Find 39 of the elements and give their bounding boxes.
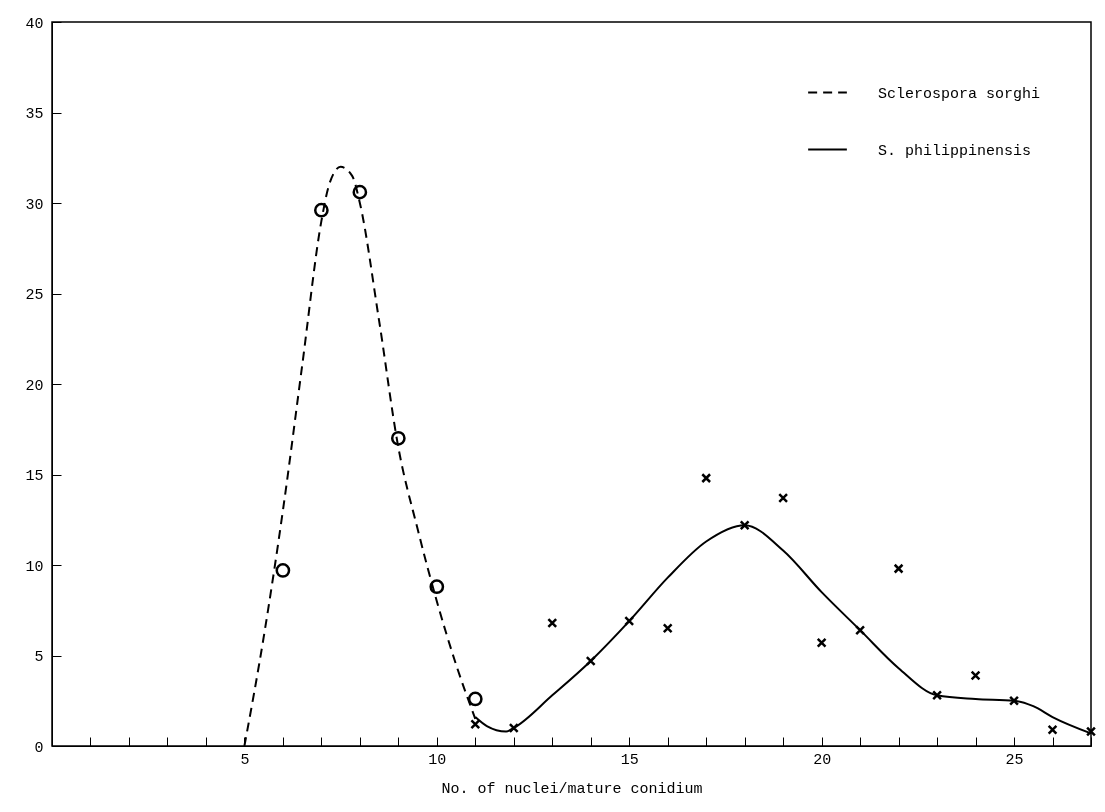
point bbox=[739, 520, 750, 531]
legend-label: Sclerospora sorghi bbox=[878, 85, 1041, 103]
y-tick-label: 0 bbox=[34, 739, 44, 757]
x-tick-label: 20 bbox=[813, 751, 832, 769]
y-tick-label: 25 bbox=[25, 287, 44, 304]
y-tick-label: 15 bbox=[25, 468, 44, 485]
y-tick-label: 20 bbox=[25, 377, 44, 395]
point bbox=[662, 623, 673, 634]
y-tick-label: 40 bbox=[25, 15, 44, 33]
point bbox=[854, 625, 866, 636]
point bbox=[701, 473, 712, 484]
point bbox=[970, 670, 981, 681]
x-axis-title: No. of nuclei/mature conidium bbox=[441, 780, 703, 798]
point bbox=[816, 637, 827, 648]
point bbox=[1047, 724, 1058, 735]
y-tick-label: 5 bbox=[34, 649, 44, 666]
point bbox=[778, 492, 789, 504]
point bbox=[547, 617, 558, 629]
x-tick-label: 5 bbox=[240, 751, 250, 769]
point bbox=[275, 563, 291, 578]
x-tick-label: 15 bbox=[620, 751, 639, 769]
point bbox=[470, 719, 481, 730]
point bbox=[893, 563, 904, 574]
point bbox=[1008, 695, 1020, 706]
point bbox=[508, 722, 519, 734]
point bbox=[352, 184, 368, 200]
y-tick-label: 35 bbox=[25, 106, 44, 123]
y-tick-label: 30 bbox=[25, 196, 44, 214]
x-tick-label: 10 bbox=[428, 751, 447, 769]
point bbox=[467, 691, 483, 707]
legend-label: S. philippinensis bbox=[878, 142, 1032, 160]
point bbox=[624, 615, 635, 627]
point bbox=[585, 655, 596, 667]
point bbox=[314, 202, 329, 218]
x-tick-label: 25 bbox=[1005, 751, 1024, 769]
y-tick-label: 10 bbox=[25, 558, 44, 576]
point bbox=[429, 579, 445, 595]
point bbox=[931, 690, 943, 701]
point bbox=[390, 430, 406, 446]
